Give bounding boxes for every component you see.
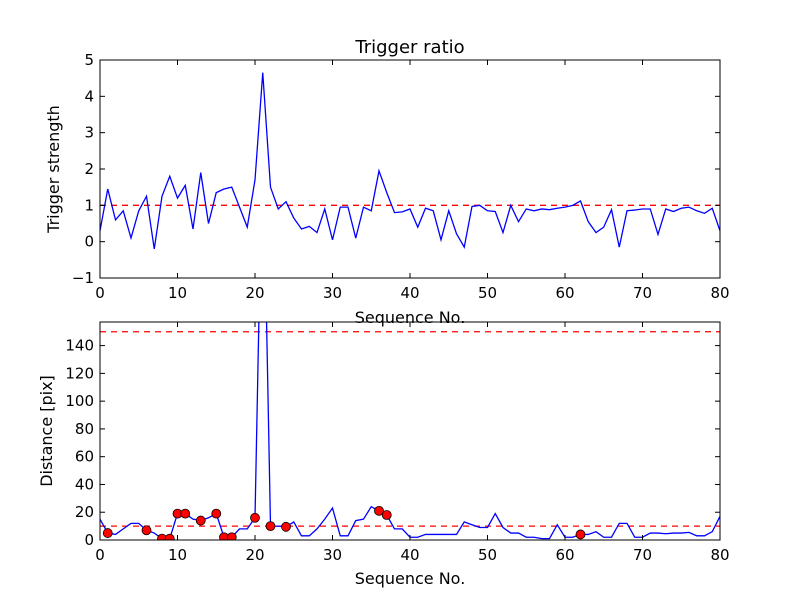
data-marker [102, 528, 113, 538]
y-tick-label: 60 [75, 448, 94, 466]
chart-title: Trigger ratio [354, 37, 464, 58]
bottom-x-label: Sequence No. [355, 569, 466, 588]
y-tick-label: 20 [75, 503, 94, 521]
y-tick-label: 3 [84, 124, 94, 142]
x-tick-label: 10 [168, 284, 187, 302]
data-marker [381, 510, 392, 520]
x-tick-label: 30 [323, 546, 342, 564]
x-tick-label: 0 [95, 546, 105, 564]
x-tick-label: 10 [168, 546, 187, 564]
data-marker [211, 508, 222, 519]
data-marker [250, 512, 260, 523]
y-tick-label: 100 [65, 392, 94, 410]
y-tick-label: 0 [84, 233, 94, 251]
data-marker [575, 529, 586, 540]
y-tick-label: 4 [84, 87, 94, 105]
x-tick-label: 50 [478, 546, 497, 564]
y-tick-label: 0 [84, 531, 94, 549]
series-line [100, 72, 720, 250]
y-tick-label: 1 [84, 196, 94, 214]
x-tick-label: 50 [478, 284, 497, 302]
x-tick-label: 40 [400, 284, 419, 302]
x-tick-label: 30 [323, 284, 342, 302]
top-y-label: Trigger strength [44, 105, 63, 234]
data-marker [281, 521, 291, 532]
x-tick-label: 70 [633, 284, 652, 302]
x-tick-label: 60 [555, 284, 574, 302]
data-marker [226, 532, 237, 540]
data-marker [164, 533, 175, 540]
x-tick-label: 60 [555, 546, 574, 564]
y-tick-label: 140 [65, 337, 94, 355]
bottom-y-label: Distance [pix] [37, 375, 56, 487]
x-tick-label: 70 [633, 546, 652, 564]
x-tick-label: 80 [710, 284, 729, 302]
y-tick-label: 120 [65, 364, 94, 382]
bottom-axes: 0 10 20 30 40 50 60 70 80 0 20 40 60 80 100 120 140 [65, 321, 730, 564]
y-tick-label: 5 [84, 51, 94, 69]
data-marker [195, 515, 206, 526]
x-tick-label: 20 [245, 546, 264, 564]
y-tick-label: 2 [84, 160, 94, 178]
data-marker [374, 505, 384, 516]
x-tick-label: 0 [95, 284, 105, 302]
data-marker [180, 508, 191, 519]
data-marker [141, 525, 152, 536]
y-tick-label: 80 [75, 420, 94, 438]
y-tick-label: 40 [75, 475, 94, 493]
y-tick-label: −1 [72, 269, 94, 287]
data-marker [265, 521, 276, 532]
x-tick-label: 20 [245, 284, 264, 302]
x-tick-label: 40 [400, 546, 419, 564]
x-tick-label: 80 [710, 546, 729, 564]
